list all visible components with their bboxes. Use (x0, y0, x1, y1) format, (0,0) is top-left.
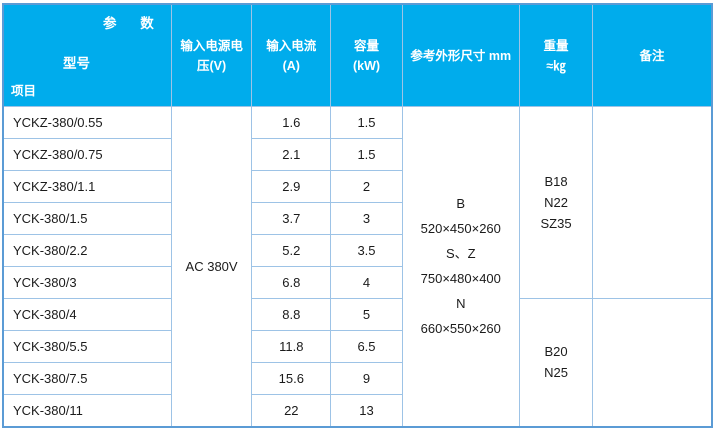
weight-line: B18 (544, 174, 568, 189)
col-header-weight: 重量 ≈㎏ (518, 3, 594, 107)
model-cell: YCK-380/11 (2, 394, 172, 427)
capacity-cell: 3.5 (330, 234, 403, 267)
col-header-input-current-line2: (A) (282, 58, 300, 73)
col-header-capacity-line2: (kW) (352, 58, 381, 73)
model-cell: YCK-380/3 (2, 266, 172, 299)
dimensions-line: S、Z (445, 246, 476, 262)
weight-line: B20 (544, 344, 568, 360)
dimensions-line: 520×450×260 (420, 221, 501, 237)
weight-line: N25 (544, 365, 568, 381)
current-cell: 6.8 (251, 266, 332, 299)
params-header-label: 参 数 (103, 16, 164, 31)
model-cell: YCKZ-380/0.55 (2, 106, 172, 139)
capacity-cell: 1.5 (330, 138, 403, 171)
capacity-cell: 1.5 (330, 106, 403, 139)
table-row: YCKZ-380/0.55 AC 380V 1.6 1.5 B 520×450×… (2, 106, 713, 427)
remark-merged-cell-top (592, 106, 713, 299)
dimensions-line: 660×550×260 (420, 321, 501, 337)
capacity-cell: 9 (330, 362, 403, 395)
table-row: YCK-380/5.5 11.8 6.5 (2, 330, 712, 363)
col-header-input-voltage: 输入电源电 压(V) (170, 3, 253, 107)
model-cell: YCKZ-380/0.75 (2, 138, 172, 171)
current-cell: 2.1 (251, 138, 332, 171)
col-header-weight-line2: ≈㎏ (546, 58, 566, 73)
model-cell: YCK-380/2.2 (2, 234, 172, 267)
model-header-label: 型号 (62, 56, 90, 71)
item-header-label: 项目 (11, 84, 37, 98)
header-row: 参 数 型号 项目 输入电源电 压(V) 输入电流 (A) 容量 (kW) 参考… (2, 3, 713, 107)
weight-merged-cell-top: B18 N22 SZ35 (518, 106, 594, 299)
current-cell: 8.8 (251, 298, 332, 331)
parameters-table: 参 数 型号 项目 输入电源电 压(V) 输入电流 (A) 容量 (kW) 参考… (2, 3, 713, 428)
col-header-dimensions-line1: 参考外形尺寸 mm (410, 48, 512, 63)
capacity-cell: 4 (330, 266, 403, 299)
col-header-input-voltage-line1: 输入电源电 (180, 38, 243, 53)
current-cell: 2.9 (251, 170, 332, 203)
col-header-input-current-line1: 输入电流 (266, 38, 317, 53)
capacity-cell: 5 (330, 298, 403, 331)
dimensions-line: 750×480×400 (420, 271, 501, 287)
weight-line: SZ35 (540, 216, 572, 231)
dimensions-merged-cell: B 520×450×260 S、Z 750×480×400 N 660×550×… (401, 106, 520, 427)
model-cell: YCK-380/4 (2, 298, 172, 331)
current-cell: 1.6 (251, 106, 332, 139)
model-cell: YCK-380/5.5 (2, 330, 172, 363)
capacity-cell: 13 (330, 394, 403, 427)
current-cell: 3.7 (251, 202, 332, 235)
model-cell: YCKZ-380/1.1 (2, 170, 172, 203)
voltage-merged-cell: AC 380V (170, 106, 253, 427)
table-row: YCK-380/7.5 15.6 9 (2, 362, 712, 395)
col-header-input-current: 输入电流 (A) (251, 3, 332, 107)
weight-merged-cell-bottom: B20 N25 (518, 298, 594, 427)
col-header-capacity-line1: 容量 (353, 38, 379, 53)
table-row: YCK-380/2.2 5.2 3.5 (2, 234, 712, 267)
col-header-input-voltage-line2: 压(V) (196, 58, 227, 73)
weight-line: N22 (544, 195, 568, 210)
current-cell: 22 (251, 394, 332, 427)
col-header-remark-line1: 备注 (639, 48, 665, 63)
current-cell: 11.8 (251, 330, 332, 363)
model-cell: YCK-380/1.5 (2, 202, 172, 235)
model-cell: YCK-380/7.5 (2, 362, 172, 395)
col-header-capacity: 容量 (kW) (330, 3, 403, 107)
capacity-cell: 3 (330, 202, 403, 235)
col-header-dimensions: 参考外形尺寸 mm (401, 3, 520, 107)
col-header-weight-line1: 重量 (543, 38, 569, 53)
table-row: YCKZ-380/1.1 2.9 2 (2, 170, 712, 203)
dimensions-line: N (456, 296, 466, 312)
table-row: YCK-380/11 22 13 (2, 394, 712, 427)
dimensions-line: B (456, 196, 466, 212)
capacity-cell: 6.5 (330, 330, 403, 363)
table-row: YCK-380/4 8.8 5 B20 N25 (2, 298, 713, 427)
capacity-cell: 2 (330, 170, 403, 203)
remark-merged-cell-bottom (592, 298, 713, 427)
table-row: YCKZ-380/0.75 2.1 1.5 (2, 138, 712, 171)
table-row: YCK-380/3 6.8 4 (2, 266, 712, 299)
col-header-remark: 备注 (592, 3, 713, 107)
current-cell: 15.6 (251, 362, 332, 395)
current-cell: 5.2 (251, 234, 332, 267)
corner-header-cell: 参 数 型号 项目 (2, 3, 172, 107)
